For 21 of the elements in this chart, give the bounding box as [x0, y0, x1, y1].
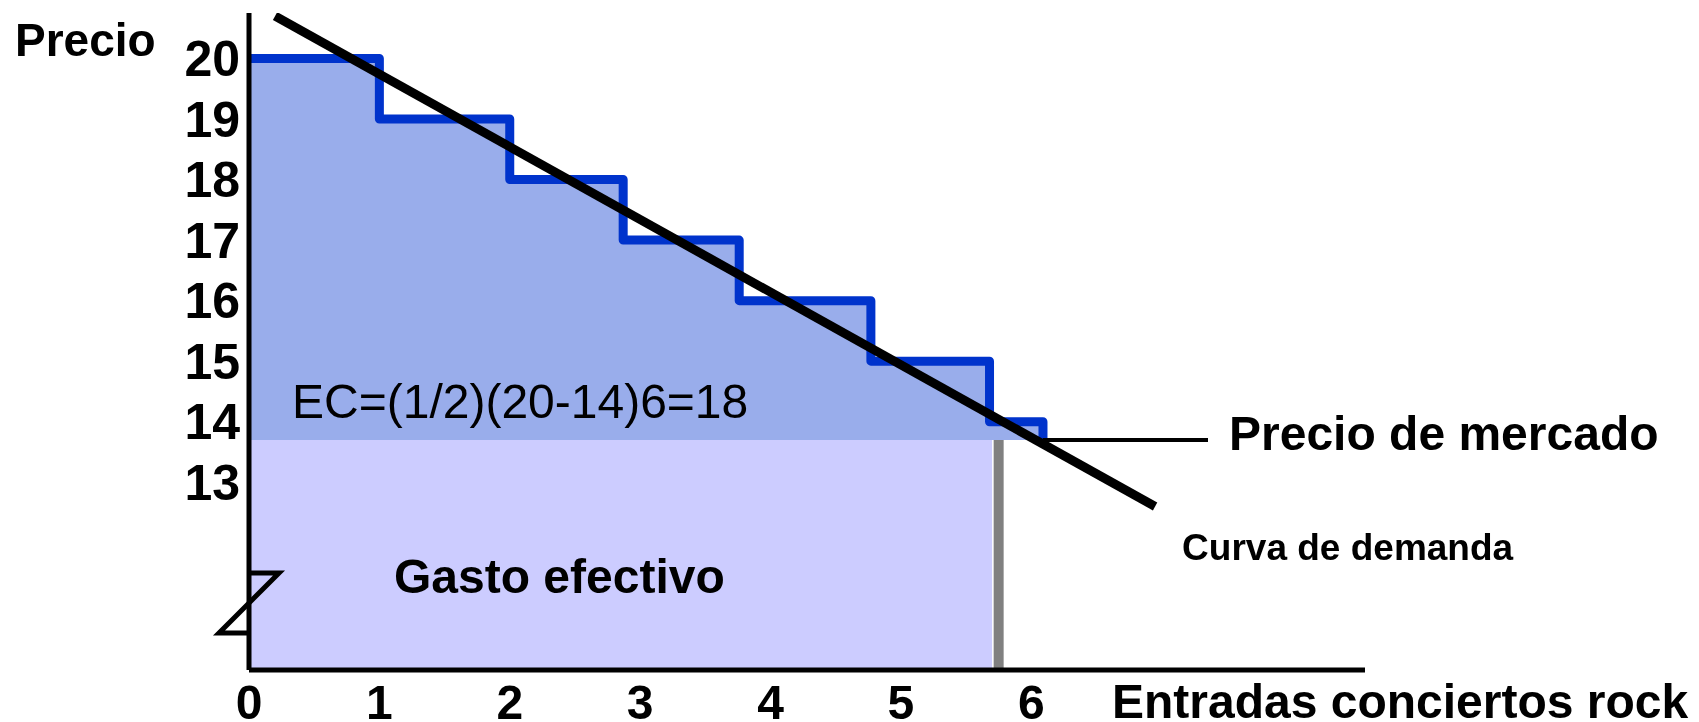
- annotation: Gasto efectivo: [394, 550, 725, 603]
- annotation: EC=(1/2)(20-14)6=18: [292, 375, 749, 428]
- x-tick-label: 6: [1017, 676, 1045, 722]
- x-tick-label: 2: [496, 676, 524, 722]
- y-tick-label: 19: [184, 91, 240, 148]
- x-axis-title: Entradas conciertos rock: [1112, 675, 1689, 722]
- x-tick-label: 3: [626, 676, 654, 722]
- x-tick-label: 0: [235, 676, 263, 722]
- y-tick-label: 15: [184, 333, 240, 390]
- series-label: Curva de demanda: [1182, 526, 1514, 568]
- y-tick-label: 20: [184, 31, 240, 88]
- y-axis-title: Precio: [15, 14, 156, 66]
- x-tick-label: 1: [366, 676, 393, 722]
- y-tick-label: 18: [184, 152, 240, 209]
- y-tick-label: 13: [184, 455, 240, 512]
- ref-line-label: Precio de mercado: [1229, 406, 1659, 460]
- x-tick-label: 4: [757, 676, 785, 722]
- y-tick-label: 16: [184, 273, 240, 330]
- y-tick-label: 14: [184, 394, 241, 451]
- x-tick-label: 5: [887, 676, 915, 722]
- y-tick-label: 17: [184, 212, 240, 269]
